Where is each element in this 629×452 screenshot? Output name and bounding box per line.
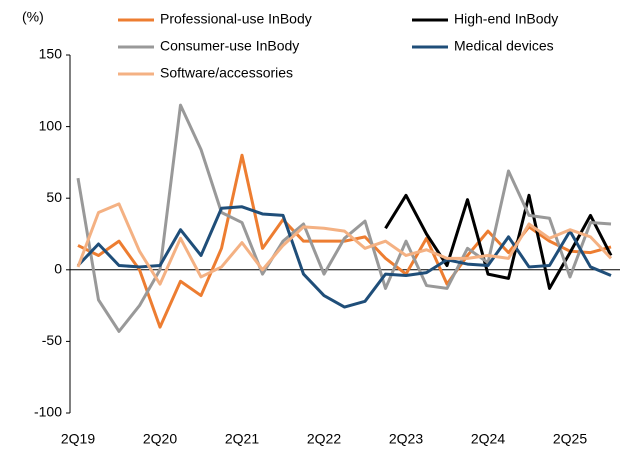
legend-label: High-end InBody [454, 11, 558, 27]
y-tick-label: 0 [54, 261, 62, 277]
series-line [76, 202, 613, 286]
legend-label: Professional-use InBody [160, 11, 312, 27]
x-tick-label: 2Q22 [307, 431, 341, 447]
y-tick-label: 100 [39, 117, 63, 133]
legend-label: Software/accessories [160, 65, 293, 81]
x-tick-label: 2Q25 [553, 431, 587, 447]
x-tick-label: 2Q21 [225, 431, 259, 447]
legend-label: Medical devices [454, 38, 554, 54]
x-tick-label: 2Q19 [61, 431, 95, 447]
series-line [384, 193, 613, 290]
y-axis-label: (%) [22, 9, 44, 25]
x-tick-label: 2Q23 [389, 431, 423, 447]
y-tick-label: 50 [46, 189, 62, 205]
series-line [76, 205, 612, 309]
x-tick-label: 2Q24 [471, 431, 505, 447]
y-tick-label: 150 [39, 46, 63, 62]
series-line [76, 103, 612, 333]
legend-label: Consumer-use InBody [160, 38, 299, 54]
x-tick-label: 2Q20 [143, 431, 177, 447]
y-tick-label: -50 [42, 332, 62, 348]
y-tick-label: -100 [34, 404, 62, 420]
